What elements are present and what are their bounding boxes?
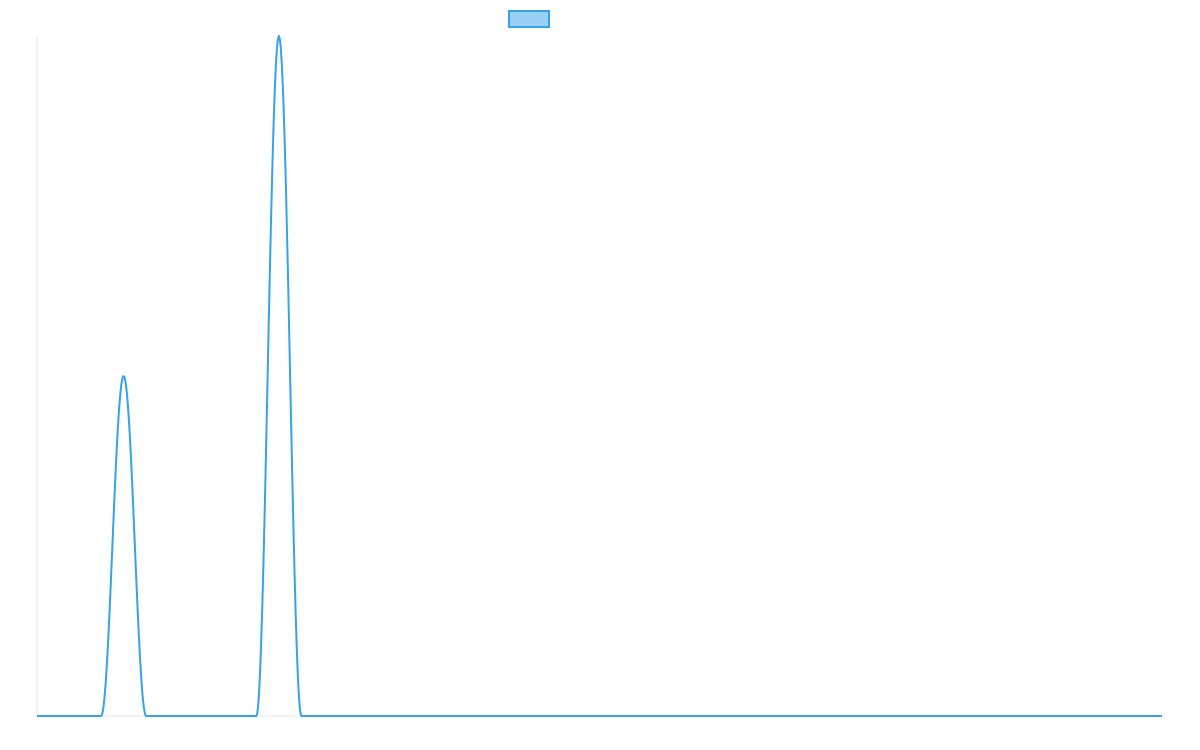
legend-swatch[interactable] [508,10,550,28]
series-line-0 [36,35,1163,717]
